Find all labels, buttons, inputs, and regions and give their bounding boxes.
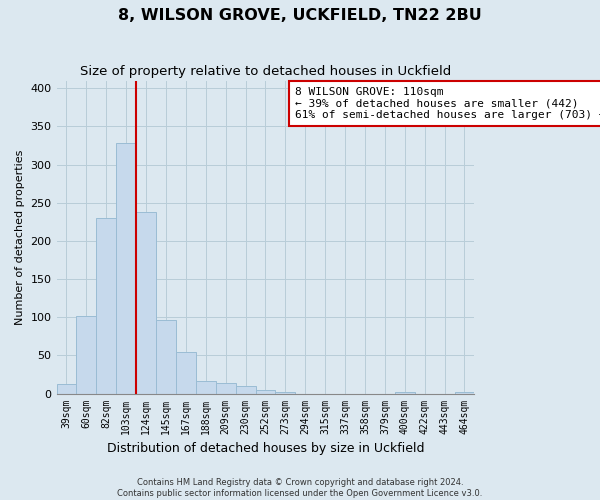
Bar: [275, 392, 295, 394]
Bar: [116, 143, 136, 394]
X-axis label: Distribution of detached houses by size in Uckfield: Distribution of detached houses by size …: [107, 442, 424, 455]
Bar: [256, 390, 275, 394]
Bar: [56, 384, 76, 394]
Title: Size of property relative to detached houses in Uckfield: Size of property relative to detached ho…: [80, 65, 451, 78]
Bar: [76, 316, 97, 394]
Bar: [216, 383, 236, 394]
Bar: [156, 320, 176, 394]
Bar: [176, 352, 196, 394]
Text: 8, WILSON GROVE, UCKFIELD, TN22 2BU: 8, WILSON GROVE, UCKFIELD, TN22 2BU: [118, 8, 482, 22]
Bar: [395, 392, 415, 394]
Bar: [196, 382, 216, 394]
Bar: [455, 392, 475, 394]
Text: Contains HM Land Registry data © Crown copyright and database right 2024.
Contai: Contains HM Land Registry data © Crown c…: [118, 478, 482, 498]
Bar: [136, 212, 156, 394]
Bar: [97, 218, 116, 394]
Bar: [236, 386, 256, 394]
Text: 8 WILSON GROVE: 110sqm
← 39% of detached houses are smaller (442)
61% of semi-de: 8 WILSON GROVE: 110sqm ← 39% of detached…: [295, 87, 600, 120]
Y-axis label: Number of detached properties: Number of detached properties: [15, 150, 25, 324]
